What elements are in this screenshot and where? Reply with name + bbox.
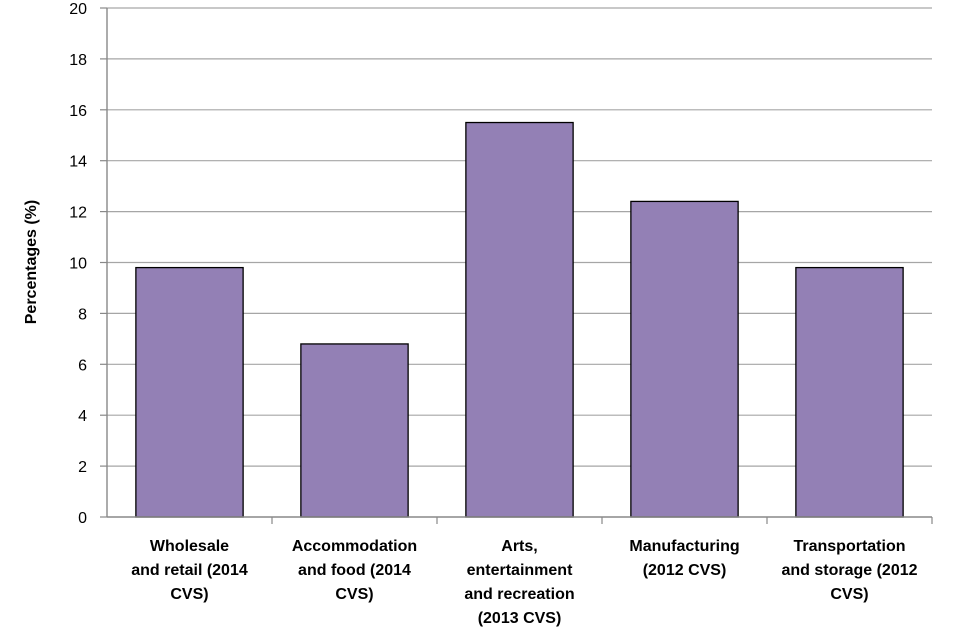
y-tick-label: 18 bbox=[69, 52, 87, 69]
bar bbox=[135, 266, 244, 518]
y-tick-label: 10 bbox=[69, 256, 87, 273]
y-tick-label: 14 bbox=[69, 154, 87, 171]
category-label: Manufacturing (2012 CVS) bbox=[629, 538, 739, 579]
y-axis-label: Percentages (%) bbox=[23, 200, 40, 325]
x-category-labels: Wholesale and retail (2014 CVS)Accommodati… bbox=[131, 538, 917, 627]
y-tick-label: 6 bbox=[78, 357, 87, 374]
bars bbox=[135, 121, 904, 518]
category-label-line: and food (2014 bbox=[298, 562, 411, 579]
category-label-line: and recreation bbox=[464, 586, 574, 603]
category-label-line: Transportation bbox=[793, 538, 905, 555]
category-label: Transportation and storage (2012 CVS) bbox=[781, 538, 917, 603]
category-label: Arts, entertainment and recreation (2013 CV… bbox=[464, 538, 574, 627]
category-label-line: Accommodation bbox=[292, 538, 417, 555]
category-label-line: CVS) bbox=[830, 586, 868, 603]
bar bbox=[795, 266, 904, 518]
bar bbox=[630, 200, 739, 518]
y-tick-label: 2 bbox=[78, 459, 87, 476]
y-tick-label: 12 bbox=[69, 205, 87, 222]
category-label-line: Wholesale bbox=[150, 538, 229, 555]
category-label-line: (2013 CVS) bbox=[478, 610, 562, 627]
category-label: Accommodation and food (2014 CVS) bbox=[292, 538, 417, 603]
category-label-line: Arts, bbox=[501, 538, 537, 555]
category-label: Wholesale and retail (2014 CVS) bbox=[131, 538, 248, 603]
category-label-line: CVS) bbox=[170, 586, 208, 603]
category-label-line: entertainment bbox=[467, 562, 573, 579]
category-label-line: and retail (2014 bbox=[131, 562, 248, 579]
y-tick-label: 20 bbox=[69, 1, 87, 18]
y-tick-label: 16 bbox=[69, 103, 87, 120]
y-tick-label: 0 bbox=[78, 510, 87, 527]
category-label-line: CVS) bbox=[335, 586, 373, 603]
category-label-line: (2012 CVS) bbox=[643, 562, 727, 579]
y-tick-label: 4 bbox=[78, 408, 87, 425]
bar bbox=[300, 343, 409, 518]
y-tick-labels: 0 2 4 6 8 10 12 14 16 18 20 bbox=[69, 1, 107, 527]
bar bbox=[465, 121, 574, 518]
y-tick-label: 8 bbox=[78, 306, 87, 323]
category-label-line: and storage (2012 bbox=[781, 562, 917, 579]
category-label-line: Manufacturing bbox=[629, 538, 739, 555]
